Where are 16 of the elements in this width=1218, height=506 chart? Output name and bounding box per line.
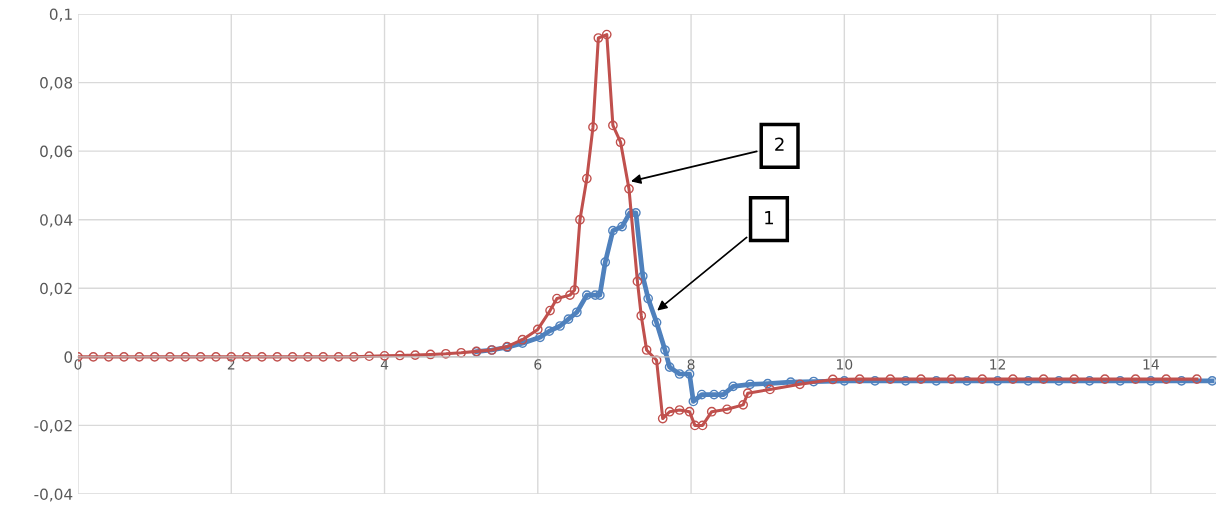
x-tick-label: 14	[1143, 359, 1159, 370]
x-tick-label: 6	[534, 359, 542, 370]
x-tick-label: 4	[380, 359, 389, 370]
y-tick-label: 0,04	[40, 214, 73, 228]
x-tick-label: 0	[74, 359, 82, 370]
annotation: 2	[775, 137, 784, 151]
x-tick-label: 12	[990, 359, 1006, 370]
y-tick-label: 0,02	[40, 282, 72, 296]
annotation: 1	[765, 211, 774, 225]
y-tick-label: 0,06	[40, 145, 73, 159]
y-tick-label: 0,08	[40, 77, 73, 91]
x-tick-label: 10	[837, 359, 853, 370]
x-tick-label: 8	[687, 359, 695, 370]
y-tick-label: -0,02	[34, 419, 72, 434]
y-tick-label: -0,04	[34, 488, 73, 502]
y-tick-label: 0,1	[49, 8, 72, 22]
